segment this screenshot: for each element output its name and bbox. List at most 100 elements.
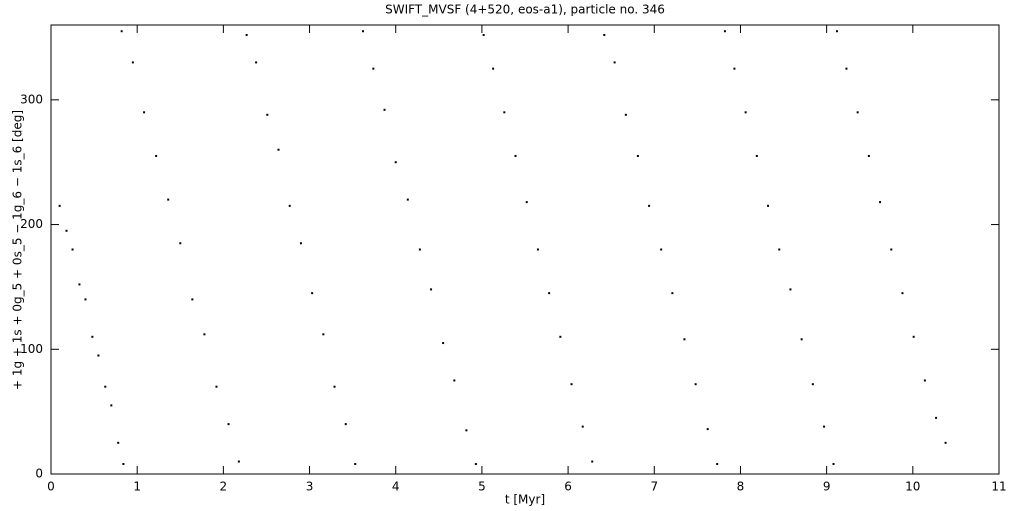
point xyxy=(648,204,651,207)
point xyxy=(536,248,539,251)
point xyxy=(97,354,100,357)
point xyxy=(110,404,113,407)
point xyxy=(835,30,838,33)
point xyxy=(442,342,445,345)
point xyxy=(167,198,170,201)
point xyxy=(789,288,792,291)
x-tick-label: 4 xyxy=(392,480,400,494)
point xyxy=(474,463,477,466)
point xyxy=(299,242,302,245)
point xyxy=(143,111,146,114)
point xyxy=(430,288,433,291)
point xyxy=(856,111,859,114)
x-tick-label: 0 xyxy=(47,480,55,494)
y-tick-label: 200 xyxy=(20,217,43,231)
y-axis-label: + 1g + 1s + 0g_5 + 0s_5 − 1g_6 − 1s_6 [d… xyxy=(11,110,25,390)
x-tick-label: 11 xyxy=(991,480,1006,494)
point xyxy=(266,113,269,116)
x-tick-label: 8 xyxy=(737,480,745,494)
point xyxy=(603,33,606,36)
point xyxy=(84,298,87,301)
point xyxy=(867,154,870,157)
y-tick-label: 0 xyxy=(35,467,43,481)
point xyxy=(372,67,375,70)
point xyxy=(237,460,240,463)
point xyxy=(901,292,904,295)
point xyxy=(361,30,364,33)
point xyxy=(406,198,409,201)
point xyxy=(744,111,747,114)
point xyxy=(660,248,663,251)
point xyxy=(418,248,421,251)
point xyxy=(453,379,456,382)
point xyxy=(333,385,336,388)
point xyxy=(716,463,719,466)
point xyxy=(694,383,697,386)
point xyxy=(811,383,814,386)
x-tick-label: 2 xyxy=(220,480,228,494)
point xyxy=(723,30,726,33)
point xyxy=(755,154,758,157)
point xyxy=(71,248,74,251)
y-tick-label: 100 xyxy=(20,342,43,356)
point xyxy=(581,425,584,428)
point xyxy=(354,463,357,466)
point xyxy=(800,338,803,341)
point xyxy=(832,463,835,466)
point xyxy=(344,423,347,426)
point xyxy=(944,441,947,444)
point xyxy=(683,338,686,341)
x-tick-label: 3 xyxy=(306,480,314,494)
point xyxy=(91,335,94,338)
plot-frame xyxy=(50,24,1000,475)
point xyxy=(277,148,280,151)
point xyxy=(131,61,134,64)
point xyxy=(155,154,158,157)
point xyxy=(879,201,882,204)
point xyxy=(570,383,573,386)
point xyxy=(778,248,781,251)
point xyxy=(120,30,123,33)
point xyxy=(624,113,627,116)
point xyxy=(912,335,915,338)
point xyxy=(559,335,562,338)
point xyxy=(890,248,893,251)
chart-title: SWIFT_MVSF (4+520, eos-a1), particle no.… xyxy=(385,3,665,17)
point xyxy=(383,108,386,111)
point xyxy=(548,292,551,295)
point xyxy=(671,292,674,295)
point xyxy=(482,33,485,36)
x-tick-label: 1 xyxy=(133,480,141,494)
point xyxy=(322,333,325,336)
point xyxy=(845,67,848,70)
point xyxy=(492,67,495,70)
point xyxy=(311,292,314,295)
point xyxy=(613,61,616,64)
y-tick-label: 300 xyxy=(20,92,43,106)
point xyxy=(191,298,194,301)
x-tick-label: 6 xyxy=(564,480,572,494)
point xyxy=(394,161,397,164)
point xyxy=(823,425,826,428)
point xyxy=(525,201,528,204)
point xyxy=(288,204,291,207)
point xyxy=(503,111,506,114)
point xyxy=(733,67,736,70)
point xyxy=(245,33,248,36)
point xyxy=(465,429,468,432)
point xyxy=(636,154,639,157)
x-axis-label: t [Myr] xyxy=(505,493,545,507)
point xyxy=(65,229,68,232)
point xyxy=(514,154,517,157)
point xyxy=(179,242,182,245)
point xyxy=(227,423,230,426)
point xyxy=(591,460,594,463)
point xyxy=(255,61,258,64)
point xyxy=(78,283,81,286)
x-tick-label: 7 xyxy=(650,480,658,494)
point xyxy=(117,441,120,444)
point xyxy=(203,333,206,336)
point xyxy=(122,463,125,466)
point xyxy=(215,385,218,388)
x-tick-label: 9 xyxy=(823,480,831,494)
